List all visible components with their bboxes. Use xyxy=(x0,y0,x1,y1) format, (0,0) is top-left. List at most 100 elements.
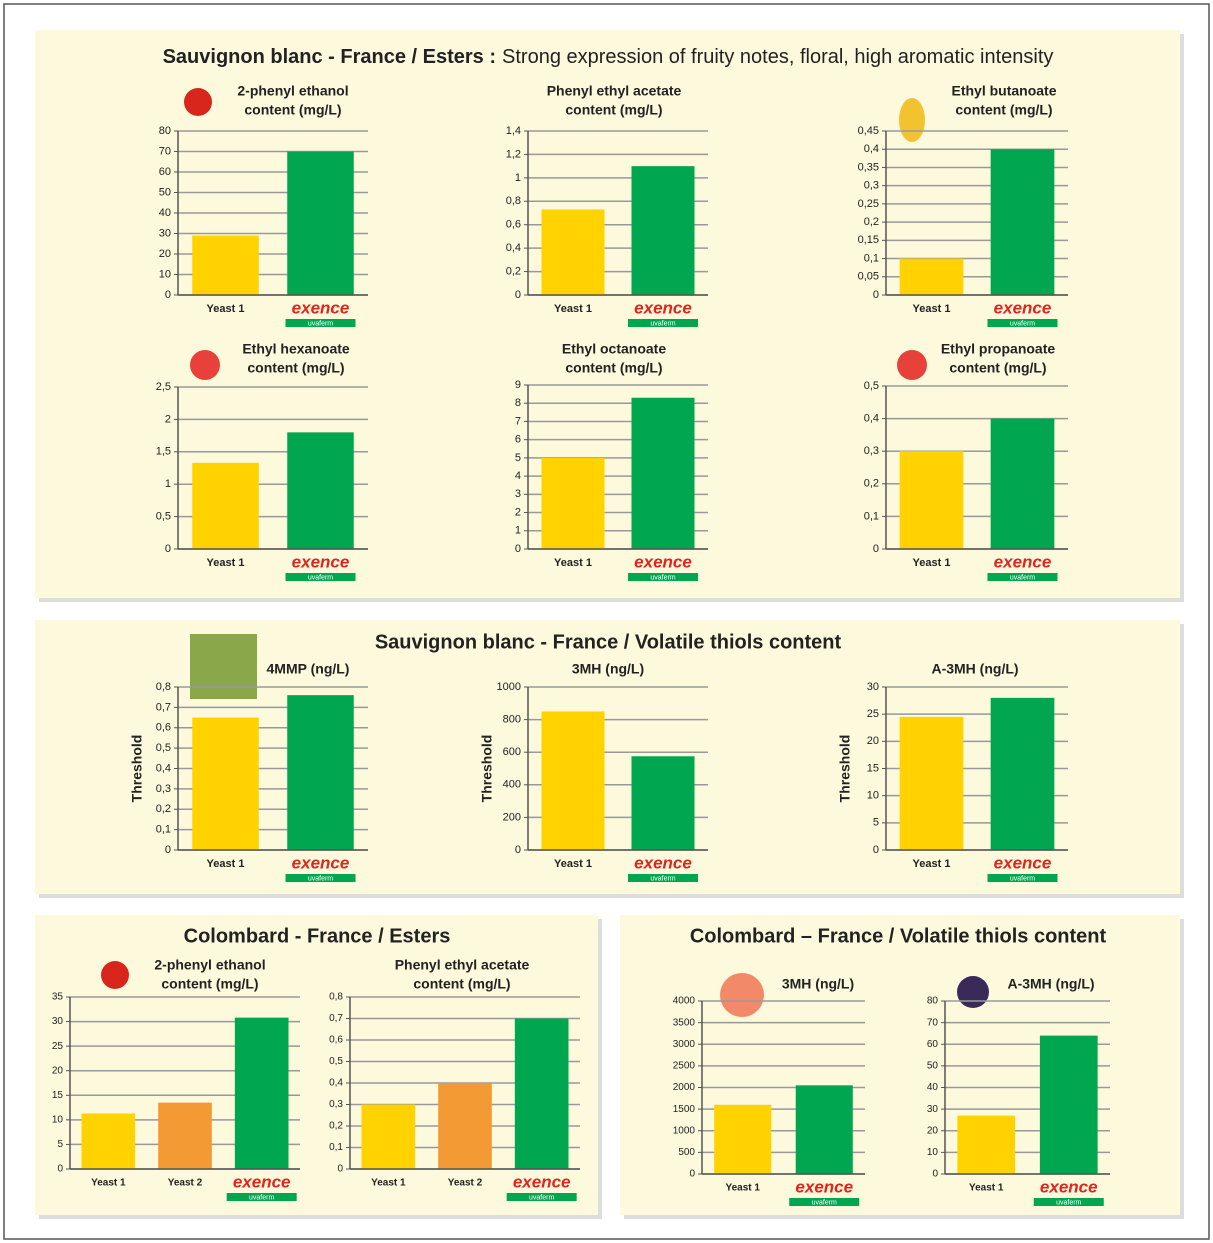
bar xyxy=(287,152,354,296)
bar xyxy=(362,1105,416,1170)
chart-title: content (mg/L) xyxy=(161,976,258,992)
y-tick-label: 0,4 xyxy=(156,762,171,774)
y-tick-label: 800 xyxy=(503,714,521,726)
y-tick-label: 0 xyxy=(515,543,521,555)
y-tick-label: 0,35 xyxy=(858,161,879,173)
bar xyxy=(158,1103,212,1169)
y-tick-label: 3 xyxy=(515,488,521,500)
y-tick-label: 500 xyxy=(678,1147,695,1158)
y-tick-label: 0,8 xyxy=(506,195,521,207)
x-tick-label: Yeast 1 xyxy=(91,1178,126,1189)
chart-title: Ethyl octanoate xyxy=(562,341,666,357)
brand-tagline: uvaferm xyxy=(308,320,333,327)
y-tick-label: 20 xyxy=(867,735,879,747)
brand-logo: exence xyxy=(994,298,1052,317)
y-tick-label: 0,3 xyxy=(329,1099,343,1110)
y-tick-label: 0,4 xyxy=(506,242,521,254)
y-tick-label: 20 xyxy=(927,1125,939,1136)
bar xyxy=(1040,1036,1098,1174)
y-tick-label: 20 xyxy=(52,1065,64,1076)
grapefruit-icon xyxy=(720,973,764,1017)
y-tick-label: 0 xyxy=(165,289,171,301)
y-tick-label: 0 xyxy=(165,844,171,856)
y-tick-label: 25 xyxy=(52,1041,64,1052)
y-tick-label: 80 xyxy=(159,125,171,137)
y-tick-label: 40 xyxy=(927,1082,939,1093)
x-tick-label: Yeast 2 xyxy=(168,1178,203,1189)
chart-title: content (mg/L) xyxy=(955,102,1052,118)
y-tick-label: 0,1 xyxy=(864,252,879,264)
strawberry-icon xyxy=(897,350,927,380)
brand-logo: exence xyxy=(292,853,350,872)
y-tick-label: 30 xyxy=(159,227,171,239)
x-tick-label: Yeast 1 xyxy=(554,303,592,315)
brand-tagline: uvaferm xyxy=(249,1194,274,1201)
y-tick-label: 0,25 xyxy=(858,198,879,210)
y-tick-label: 400 xyxy=(503,779,521,791)
y-tick-label: 2 xyxy=(515,506,521,518)
chart-title: content (mg/L) xyxy=(565,102,662,118)
y-tick-label: 0,2 xyxy=(156,803,171,815)
y-tick-label: 0,1 xyxy=(864,510,879,522)
bar xyxy=(287,695,354,850)
y-tick-label: 15 xyxy=(867,762,879,774)
y-tick-label: 1500 xyxy=(673,1104,696,1115)
y-tick-label: 60 xyxy=(927,1039,939,1050)
bar xyxy=(192,718,259,850)
y-axis-label: Threshold xyxy=(129,735,145,803)
x-tick-label: Yeast 1 xyxy=(371,1178,406,1189)
y-tick-label: 0,1 xyxy=(329,1142,343,1153)
y-tick-label: 0,05 xyxy=(858,271,879,283)
y-tick-label: 10 xyxy=(867,790,879,802)
panel-title: Sauvignon blanc - France / Esters :Stron… xyxy=(163,46,1054,68)
bar xyxy=(632,398,695,549)
bar xyxy=(192,463,259,549)
y-tick-label: 0 xyxy=(873,289,879,301)
y-tick-label: 0 xyxy=(515,289,521,301)
bar xyxy=(900,717,964,850)
y-tick-label: 1,5 xyxy=(156,446,171,458)
brand-logo: exence xyxy=(292,298,350,317)
bar xyxy=(542,209,605,295)
brand-tagline: uvaferm xyxy=(650,875,675,882)
brand-logo: exence xyxy=(513,1172,571,1191)
y-tick-label: 7 xyxy=(515,415,521,427)
bar xyxy=(192,236,259,295)
y-tick-label: 5 xyxy=(515,452,521,464)
y-tick-label: 0,7 xyxy=(156,701,171,713)
y-tick-label: 0,45 xyxy=(858,125,879,137)
pineapple-icon xyxy=(899,98,925,142)
y-tick-label: 9 xyxy=(515,379,521,391)
bar xyxy=(991,149,1055,295)
y-tick-label: 4 xyxy=(515,470,521,482)
y-tick-label: 0,8 xyxy=(156,681,171,693)
y-tick-label: 200 xyxy=(503,811,521,823)
chart-title: 2-phenyl ethanol xyxy=(237,83,348,99)
bar xyxy=(438,1083,492,1169)
x-tick-label: Yeast 1 xyxy=(913,557,951,569)
y-tick-label: 1000 xyxy=(497,681,521,693)
chart-title: content (mg/L) xyxy=(247,360,344,376)
y-tick-label: 0,15 xyxy=(858,234,879,246)
y-tick-label: 0 xyxy=(165,543,171,555)
y-tick-label: 0,4 xyxy=(864,143,879,155)
y-tick-label: 8 xyxy=(515,397,521,409)
y-tick-label: 3500 xyxy=(673,1017,696,1028)
chart-title: Ethyl butanoate xyxy=(951,83,1056,99)
x-tick-label: Yeast 1 xyxy=(207,858,245,870)
y-tick-label: 1 xyxy=(515,525,521,537)
y-tick-label: 5 xyxy=(57,1139,63,1150)
brand-tagline: uvaferm xyxy=(1056,1199,1081,1206)
y-tick-label: 0 xyxy=(873,844,879,856)
bar xyxy=(900,451,964,549)
y-tick-label: 0,3 xyxy=(864,445,879,457)
y-tick-label: 1,4 xyxy=(506,125,521,137)
x-tick-label: Yeast 1 xyxy=(207,303,245,315)
y-tick-label: 0,4 xyxy=(329,1078,343,1089)
y-tick-label: 1,2 xyxy=(506,148,521,160)
bar xyxy=(714,1105,771,1174)
y-tick-label: 3000 xyxy=(673,1039,696,1050)
y-tick-label: 0 xyxy=(932,1169,938,1180)
y-tick-label: 2000 xyxy=(673,1082,696,1093)
y-tick-label: 20 xyxy=(159,248,171,260)
